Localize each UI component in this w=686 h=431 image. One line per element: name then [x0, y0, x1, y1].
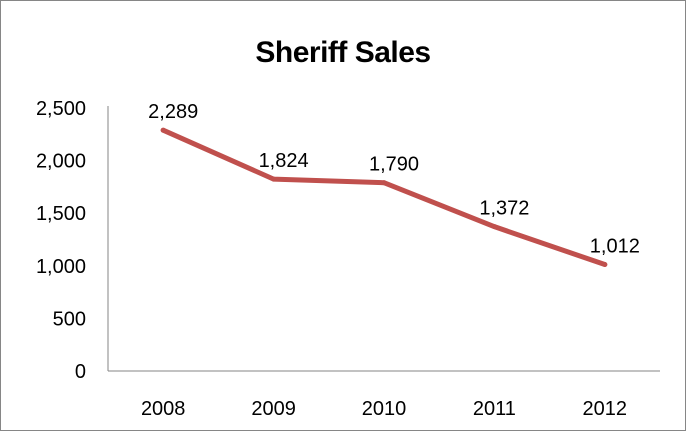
y-tick-label: 2,000: [36, 151, 86, 173]
y-tick-label: 1,000: [36, 256, 86, 278]
data-point: [160, 127, 166, 133]
x-tick-label: 2011: [473, 398, 516, 420]
x-tick-label: 2009: [251, 398, 296, 420]
chart-title: Sheriff Sales: [255, 36, 431, 69]
data-point: [602, 262, 608, 268]
data-point: [491, 224, 497, 230]
y-tick-label: 1,500: [36, 203, 86, 225]
data-label: 1,790: [369, 154, 419, 176]
data-label: 1,012: [590, 236, 640, 258]
data-point: [381, 180, 387, 186]
series-line: [160, 127, 608, 268]
x-tick-label: 2008: [141, 398, 186, 420]
x-tick-label: 2010: [362, 398, 407, 420]
y-tick-label: 2,500: [36, 98, 86, 120]
y-tick-label: 0: [75, 361, 86, 383]
data-point: [271, 176, 277, 182]
data-label: 1,372: [479, 198, 529, 220]
x-tick-label: 2012: [583, 398, 628, 420]
data-label: 2,289: [148, 101, 198, 123]
y-tick-label: 500: [53, 308, 86, 330]
data-label: 1,824: [259, 150, 309, 172]
